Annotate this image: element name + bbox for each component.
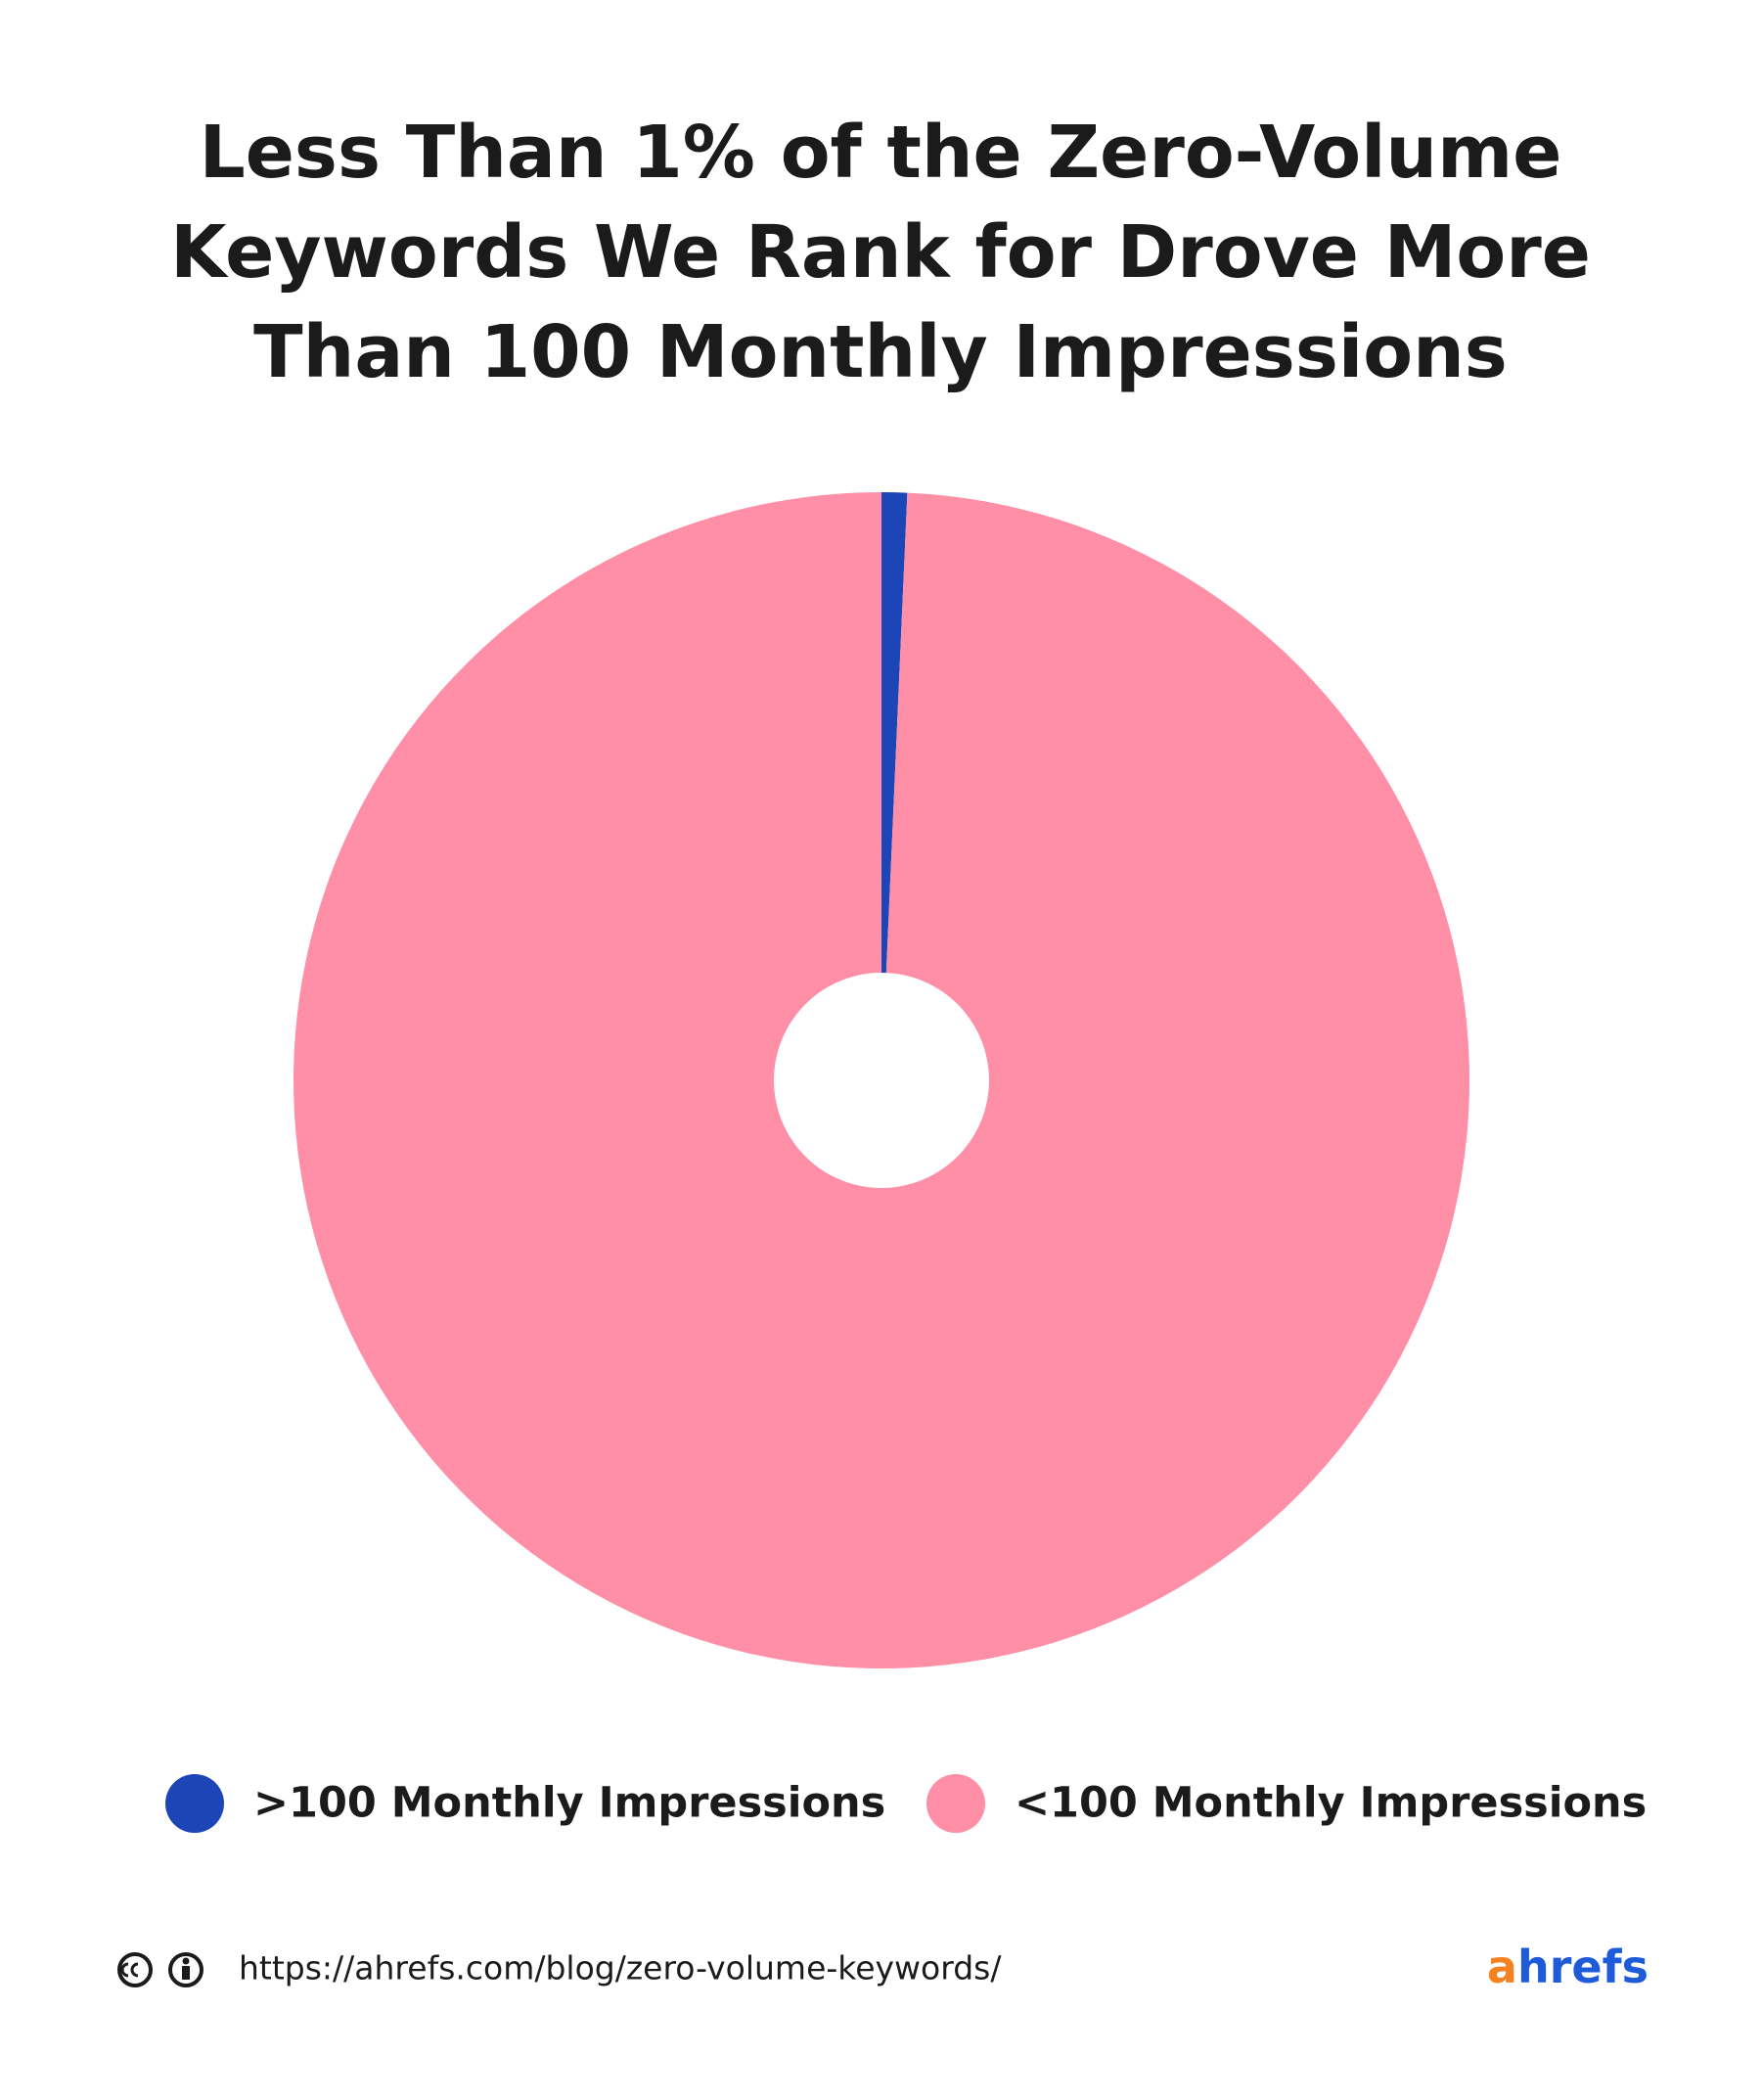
by-head bbox=[182, 1957, 190, 1965]
legend-swatch bbox=[926, 1774, 985, 1833]
legend-label: <100 Monthly Impressions bbox=[1015, 1779, 1647, 1828]
pie-slice bbox=[293, 492, 1469, 1668]
brand-logo: ahrefs bbox=[1487, 1940, 1648, 1993]
by-body bbox=[182, 1966, 190, 1980]
cc-icon bbox=[117, 1952, 153, 1987]
legend-swatch bbox=[165, 1774, 224, 1833]
legend-label: >100 Monthly Impressions bbox=[253, 1779, 885, 1828]
cc-glyph bbox=[120, 1962, 139, 1978]
by-icon bbox=[168, 1952, 203, 1987]
pie-slice bbox=[881, 492, 908, 974]
chart-title: Less Than 1% of the Zero-Volume Keywords… bbox=[170, 111, 1591, 394]
cc-icons bbox=[117, 1952, 203, 1987]
source-url: https://ahrefs.com/blog/zero-volume-keyw… bbox=[239, 1949, 1002, 1987]
